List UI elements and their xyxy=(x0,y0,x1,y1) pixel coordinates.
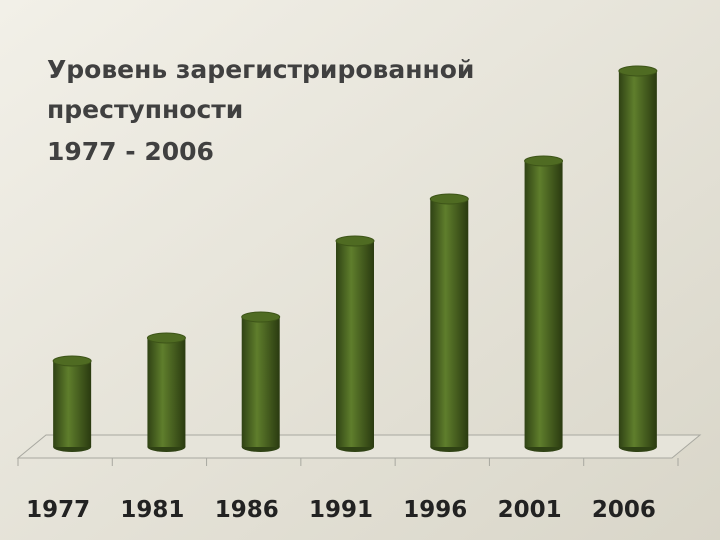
x-tick-label: 1986 xyxy=(215,497,279,523)
x-tick-label: 1981 xyxy=(120,497,184,523)
bar-top xyxy=(241,311,281,323)
bar-top xyxy=(335,235,375,247)
x-tick-label: 2001 xyxy=(498,497,562,523)
bar-top xyxy=(618,65,658,77)
bar-top xyxy=(524,155,564,167)
chart-title: 1977 - 2006 xyxy=(47,137,214,166)
x-tick-label: 1996 xyxy=(403,497,467,523)
x-tick-label: 2006 xyxy=(592,497,656,523)
bar-top xyxy=(52,355,92,367)
bar xyxy=(430,199,469,447)
bar-top xyxy=(146,332,186,344)
bar xyxy=(241,317,280,447)
bar xyxy=(53,361,92,447)
x-tick-label: 1977 xyxy=(26,497,90,523)
chart-title: Уровень зарегистрированной xyxy=(47,55,474,84)
chart-title: преступности xyxy=(47,95,243,124)
bar-top xyxy=(429,193,469,205)
bar xyxy=(336,241,374,447)
bar xyxy=(618,71,657,447)
x-tick-label: 1991 xyxy=(309,497,373,523)
bar xyxy=(147,338,186,447)
bar xyxy=(524,161,563,447)
